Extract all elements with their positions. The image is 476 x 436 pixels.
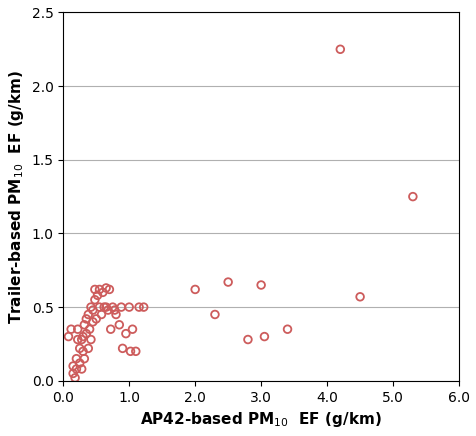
- Point: [72, 365, 80, 372]
- Point: [102, 303, 109, 310]
- Point: [84, 311, 92, 318]
- Point: [260, 333, 268, 340]
- Point: [122, 330, 129, 337]
- Point: [82, 330, 90, 337]
- Point: [356, 293, 363, 300]
- Y-axis label: Trailer-based PM$_{10}$  EF (g/km): Trailer-based PM$_{10}$ EF (g/km): [7, 70, 26, 324]
- Point: [87, 336, 95, 343]
- Point: [336, 46, 343, 53]
- Point: [80, 321, 88, 328]
- Point: [102, 284, 109, 291]
- Point: [98, 311, 105, 318]
- Point: [408, 193, 416, 200]
- Point: [135, 303, 143, 310]
- Point: [80, 355, 88, 362]
- Point: [119, 345, 126, 352]
- Point: [71, 375, 79, 382]
- Point: [74, 336, 81, 343]
- Point: [139, 303, 147, 310]
- Point: [91, 286, 99, 293]
- Point: [125, 303, 133, 310]
- Point: [127, 348, 134, 355]
- Point: [89, 318, 97, 325]
- Point: [87, 303, 95, 310]
- Point: [84, 345, 92, 352]
- Point: [283, 326, 291, 333]
- Point: [96, 286, 103, 293]
- Point: [109, 303, 116, 310]
- Point: [110, 307, 118, 313]
- Point: [244, 336, 251, 343]
- Point: [79, 348, 87, 355]
- Point: [72, 355, 80, 362]
- Point: [69, 363, 77, 370]
- Point: [69, 370, 77, 377]
- Point: [78, 336, 85, 343]
- Point: [112, 311, 119, 318]
- Point: [99, 289, 107, 296]
- Point: [105, 286, 113, 293]
- Point: [78, 365, 85, 372]
- X-axis label: AP42-based PM$_{10}$  EF (g/km): AP42-based PM$_{10}$ EF (g/km): [140, 410, 381, 429]
- Point: [257, 282, 264, 289]
- Point: [96, 303, 103, 310]
- Point: [132, 348, 139, 355]
- Point: [129, 326, 136, 333]
- Point: [117, 303, 125, 310]
- Point: [67, 326, 75, 333]
- Point: [79, 333, 87, 340]
- Point: [107, 326, 114, 333]
- Point: [76, 345, 83, 352]
- Point: [76, 360, 83, 367]
- Point: [211, 311, 218, 318]
- Point: [93, 292, 101, 299]
- Point: [115, 321, 123, 328]
- Point: [65, 333, 72, 340]
- Point: [224, 279, 231, 286]
- Point: [100, 303, 108, 310]
- Point: [191, 286, 198, 293]
- Point: [74, 326, 81, 333]
- Point: [91, 296, 99, 303]
- Point: [86, 326, 93, 333]
- Point: [104, 307, 112, 313]
- Point: [92, 315, 100, 322]
- Point: [89, 307, 97, 313]
- Point: [82, 315, 90, 322]
